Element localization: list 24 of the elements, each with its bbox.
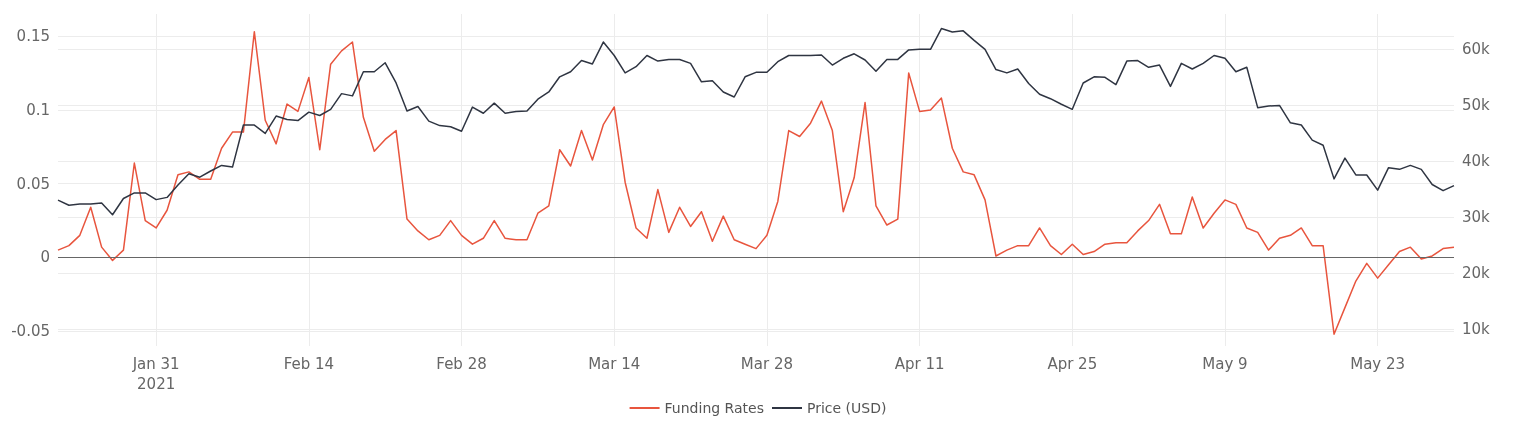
x-tick-label: Jan 31 2021 [131, 355, 180, 393]
y2-tick-label: 20k [1462, 264, 1491, 283]
line-series [57, 30, 1455, 335]
y-tick-label: -0.05 [11, 322, 50, 341]
x-tick-label: May 23 [1350, 355, 1406, 373]
line-series [57, 27, 1455, 216]
legend-label: Price (USD) [806, 400, 887, 416]
y2-tick-label: 60k [1462, 39, 1491, 58]
y2-tick-label: 10k [1462, 320, 1491, 339]
x-tick-label: Apr 25 [1047, 355, 1098, 373]
x-tick-label: Apr 11 [894, 355, 945, 373]
x-tick-label: May 9 [1202, 355, 1248, 373]
y-tick-label: 0.15 [16, 27, 50, 46]
y-tick-label: 0.1 [26, 100, 50, 119]
y-tick-label: 0.05 [16, 174, 50, 193]
y-tick-label: 0 [40, 248, 50, 267]
legend-label: Funding Rates [664, 400, 764, 416]
y2-tick-label: 40k [1462, 151, 1491, 170]
x-tick-label: Mar 28 [740, 355, 793, 373]
x-tick-label: Feb 28 [436, 355, 487, 373]
x-tick-label: Feb 14 [283, 355, 335, 373]
y2-tick-label: 30k [1462, 208, 1491, 227]
y2-tick-label: 50k [1462, 95, 1491, 114]
x-tick-label: Mar 14 [588, 355, 641, 373]
